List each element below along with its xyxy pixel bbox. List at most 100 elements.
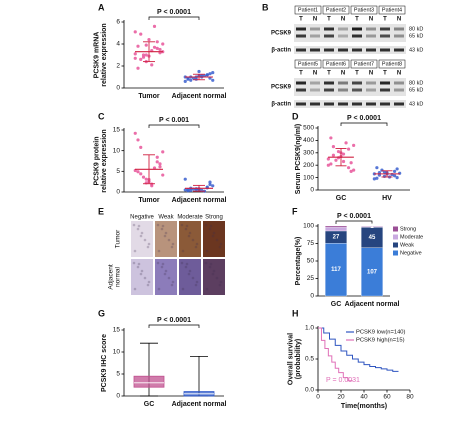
ihc-texture [146, 245, 150, 249]
y-tick-label: 10 [113, 349, 121, 356]
data-point [208, 180, 212, 184]
lane-label: N [313, 71, 317, 77]
p-value: P < 0.0001 [337, 213, 371, 220]
data-point [375, 176, 379, 180]
x-tick-label: GC [336, 195, 347, 202]
x-tick-label: 20 [337, 394, 345, 401]
lane-label: N [369, 17, 373, 23]
x-tick-label: Tumor [138, 93, 160, 100]
y-tick-label: 0.5 [305, 356, 314, 363]
band [310, 102, 320, 106]
lane-label: T [327, 71, 331, 77]
y-tick-label: 0 [116, 85, 120, 92]
y-tick-label: 5 [116, 168, 120, 175]
y-tick-label: 100 [303, 223, 314, 230]
patient-label: Patient3 [354, 7, 374, 13]
x-tick-label: 0 [316, 394, 320, 401]
p-value: P < 0.0001 [157, 317, 191, 324]
data-point [144, 53, 148, 57]
ihc-texture [185, 262, 189, 266]
data-point [352, 143, 356, 147]
band [338, 81, 348, 85]
y-tick-label: 0 [116, 189, 120, 196]
band [324, 81, 334, 85]
band [352, 48, 362, 52]
band [352, 27, 362, 31]
band [338, 27, 348, 31]
ihc-texture [132, 261, 136, 265]
band [296, 48, 306, 52]
significance-bracket [148, 124, 200, 128]
data-point [392, 174, 397, 178]
patient-label: Patient7 [354, 61, 374, 67]
y-axis-label: (probability) [295, 339, 302, 379]
blot-strip [294, 100, 406, 108]
ihc-texture [195, 242, 199, 246]
data-point [183, 177, 187, 181]
ihc-texture [160, 227, 164, 231]
data-point [152, 45, 157, 49]
marker-label: 80 kD [409, 80, 423, 86]
ihc-texture [139, 272, 143, 276]
ihc-texture [136, 227, 140, 231]
data-point [205, 73, 209, 77]
legend-swatch [393, 234, 398, 240]
ihc-image [179, 259, 201, 295]
data-point [331, 145, 336, 149]
ihc-texture [194, 245, 198, 249]
band [366, 102, 376, 106]
panel-letter: C [98, 111, 105, 121]
y-tick-label: 25 [307, 275, 315, 282]
data-point [395, 167, 399, 171]
significance-bracket [335, 220, 373, 224]
band [394, 102, 404, 106]
data-point [150, 184, 154, 188]
ihc-texture [180, 223, 184, 227]
lane-label: N [369, 71, 373, 77]
lane-label: T [327, 17, 331, 23]
legend-label: Moderate [400, 234, 423, 240]
band [296, 81, 306, 85]
ihc-image [179, 221, 201, 257]
data-point [341, 152, 346, 156]
data-point [144, 43, 148, 47]
band [310, 81, 320, 85]
survival-curve [318, 327, 399, 372]
data-point [133, 56, 137, 60]
ihc-texture [184, 227, 188, 231]
band [394, 48, 404, 52]
y-axis-label: Serum PCSK9(ng/ml) [295, 124, 302, 194]
data-point [395, 176, 399, 180]
band [310, 27, 320, 31]
ihc-image [203, 259, 225, 295]
data-point [349, 169, 353, 173]
band [366, 34, 376, 38]
data-point [211, 71, 215, 75]
survival-curve [318, 327, 353, 382]
row-label: normal [115, 267, 122, 287]
ihc-texture [185, 224, 189, 228]
y-tick-label: 400 [303, 137, 314, 144]
value-label: 117 [331, 267, 341, 273]
band [352, 102, 362, 106]
panel-letter: H [292, 308, 299, 318]
data-point [329, 136, 333, 140]
ihc-texture [194, 283, 198, 287]
value-label: 1 [370, 224, 374, 230]
data-point [331, 153, 336, 157]
y-tick-label: 300 [303, 150, 314, 157]
ihc-texture [161, 262, 165, 266]
data-point [189, 188, 193, 192]
data-point [133, 131, 137, 135]
lane-label: N [341, 71, 345, 77]
ihc-texture [204, 261, 208, 265]
lane-label: N [397, 71, 401, 77]
y-tick-label: 6 [116, 19, 120, 26]
panel-letter: B [262, 2, 269, 12]
patient-box [378, 5, 406, 15]
data-point [211, 184, 215, 188]
legend-label: Strong [400, 226, 416, 232]
data-point [392, 169, 397, 173]
